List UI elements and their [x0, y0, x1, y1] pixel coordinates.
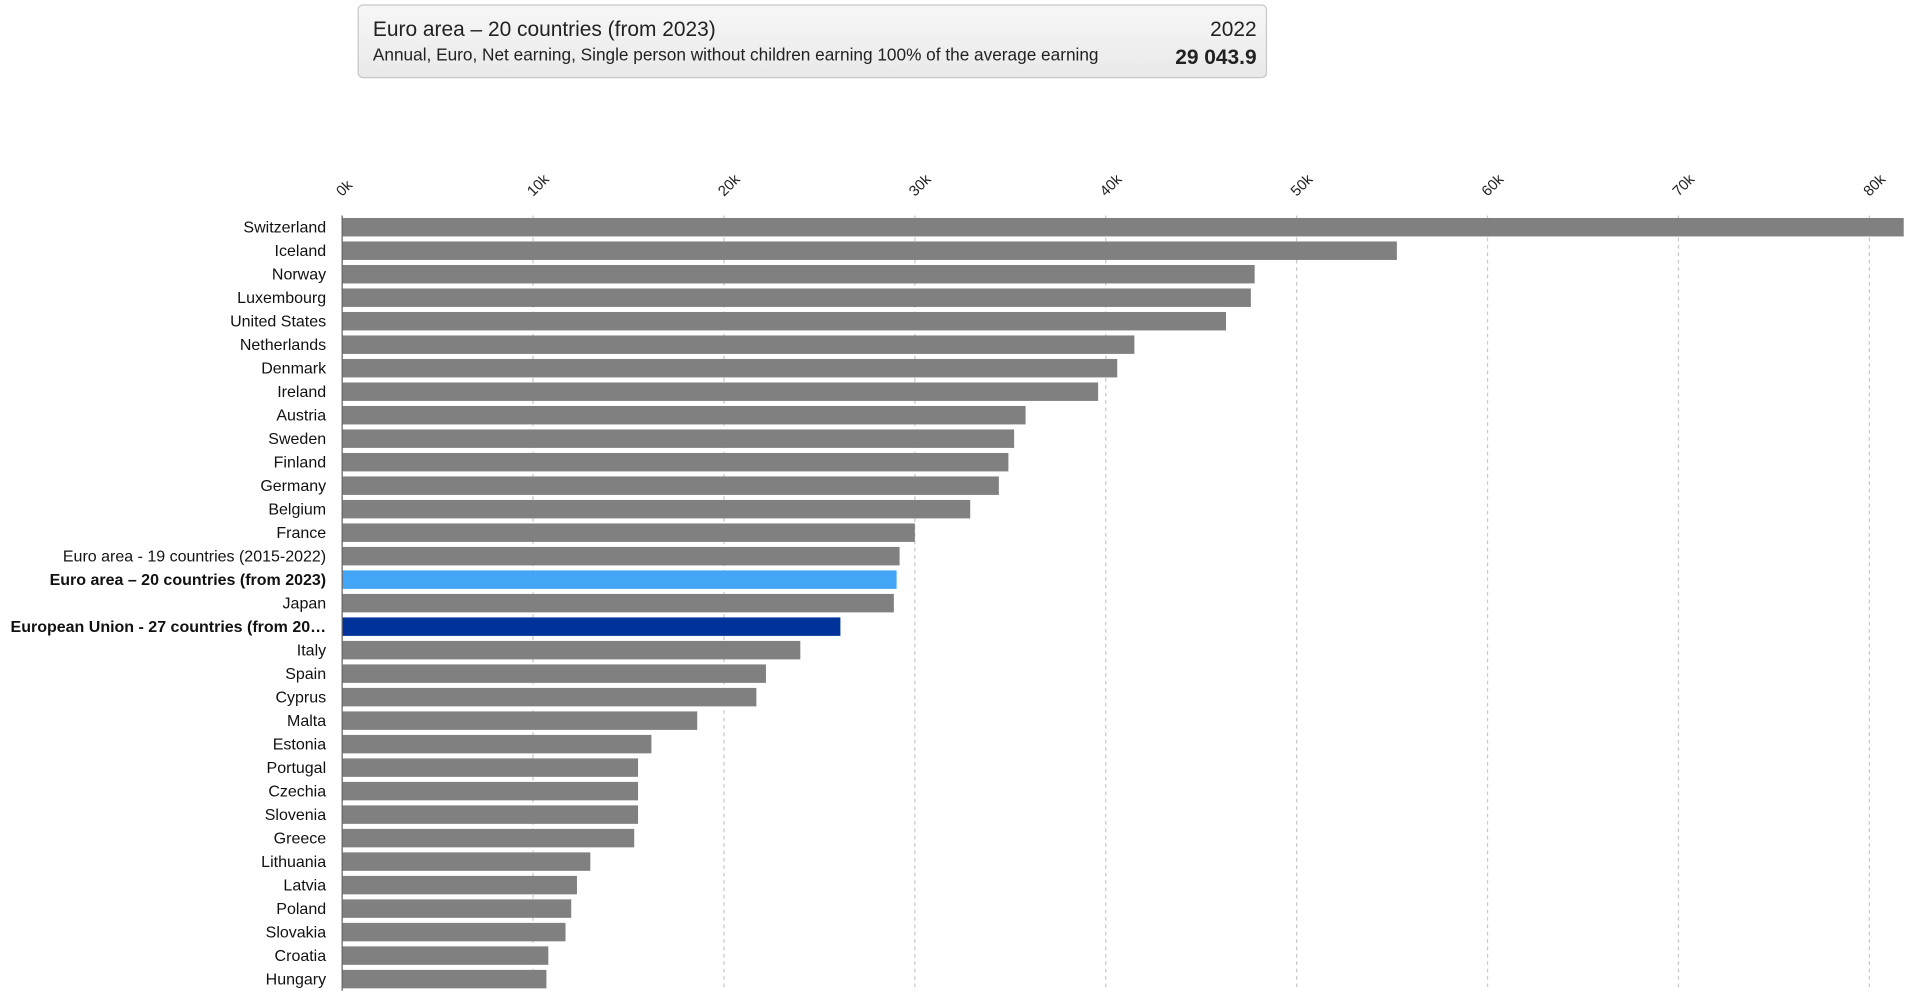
y-tick-label: Ireland: [277, 384, 326, 401]
bar: [342, 805, 639, 824]
bar: [342, 758, 639, 777]
y-tick-label: Germany: [260, 478, 326, 495]
y-tick-label: Slovakia: [266, 925, 327, 942]
y-tick-label: Greece: [274, 831, 327, 848]
x-tick-label: 70k: [1670, 171, 1699, 200]
bar: [342, 311, 1227, 331]
bar: [342, 264, 1255, 284]
bar: [342, 241, 1397, 260]
y-tick-label: Euro area - 19 countries (2015-2022): [63, 549, 326, 566]
x-tick-label: 60k: [1479, 171, 1508, 200]
y-tick-label: Iceland: [275, 243, 327, 260]
bar: [342, 852, 591, 871]
bar: [342, 405, 1026, 425]
y-tick-label: Norway: [272, 267, 326, 284]
y-tick-label: Denmark: [261, 361, 327, 378]
y-tick-label: Spain: [285, 666, 326, 683]
y-tick-label: Portugal: [267, 760, 327, 777]
y-tick-label: United States: [230, 314, 326, 331]
bar: [342, 429, 1015, 448]
x-tick-label: 10k: [525, 171, 554, 200]
bar: [342, 617, 841, 636]
bar: [342, 711, 698, 730]
y-tick-label: Sweden: [268, 431, 326, 448]
bar: [342, 969, 547, 989]
y-tick-label: Czechia: [268, 784, 326, 801]
x-tick-label: 50k: [1288, 171, 1317, 200]
y-tick-label: Poland: [276, 901, 326, 918]
bar: [342, 452, 1009, 472]
y-tick-label: Netherlands: [240, 337, 326, 354]
bar: [342, 382, 1099, 401]
x-tick-label: 30k: [906, 171, 935, 200]
y-tick-label: Lithuania: [261, 854, 326, 871]
y-tick-label: European Union - 27 countries (from 20…: [11, 619, 327, 636]
y-tick-label: Belgium: [268, 502, 326, 519]
bar: [342, 570, 897, 589]
y-tick-label: Malta: [287, 713, 326, 730]
y-tick-label: Hungary: [266, 972, 326, 989]
x-tick-label: 40k: [1097, 171, 1126, 200]
bar: [342, 546, 900, 566]
bar: [342, 781, 639, 801]
bar: [342, 687, 757, 707]
tooltip-period: 2022: [1210, 18, 1257, 41]
tooltip: Euro area – 20 countries (from 2023) 202…: [357, 4, 1268, 79]
y-tick-label: Japan: [283, 596, 327, 613]
x-tick-label: 80k: [1861, 171, 1890, 200]
y-tick-label: France: [276, 525, 326, 542]
y-tick-label: Slovenia: [265, 807, 326, 824]
bar: [342, 734, 652, 754]
bar: [342, 593, 894, 613]
y-tick-label: Italy: [297, 643, 326, 660]
bar: [342, 358, 1118, 378]
tooltip-title: Euro area – 20 countries (from 2023): [373, 18, 716, 41]
bar: [342, 640, 801, 660]
y-tick-label: Austria: [276, 408, 326, 425]
tooltip-value: 29 043.9: [1175, 46, 1256, 69]
bar: [342, 875, 577, 895]
bar: [342, 476, 999, 495]
y-tick-label: Estonia: [273, 737, 326, 754]
bar: [342, 523, 915, 542]
bar: [342, 899, 572, 918]
bar: [342, 828, 635, 848]
bar: [342, 288, 1251, 307]
bar: [342, 335, 1135, 354]
bar: [342, 499, 971, 519]
y-tick-label: Croatia: [275, 948, 327, 965]
bar: [342, 664, 766, 683]
y-tick-label: Euro area – 20 countries (from 2023): [50, 572, 327, 589]
bar: [342, 922, 566, 942]
bar: [342, 217, 1904, 237]
x-tick-label: 20k: [715, 171, 744, 200]
tooltip-box: [357, 4, 1268, 79]
y-tick-label: Latvia: [283, 878, 326, 895]
y-tick-label: Switzerland: [243, 220, 326, 237]
tooltip-description: Annual, Euro, Net earning, Single person…: [373, 44, 1099, 64]
y-tick-label: Luxembourg: [237, 290, 326, 307]
bar: [342, 946, 549, 965]
y-tick-label: Finland: [274, 455, 326, 472]
x-tick-label: 0k: [334, 177, 357, 200]
y-tick-label: Cyprus: [275, 690, 326, 707]
